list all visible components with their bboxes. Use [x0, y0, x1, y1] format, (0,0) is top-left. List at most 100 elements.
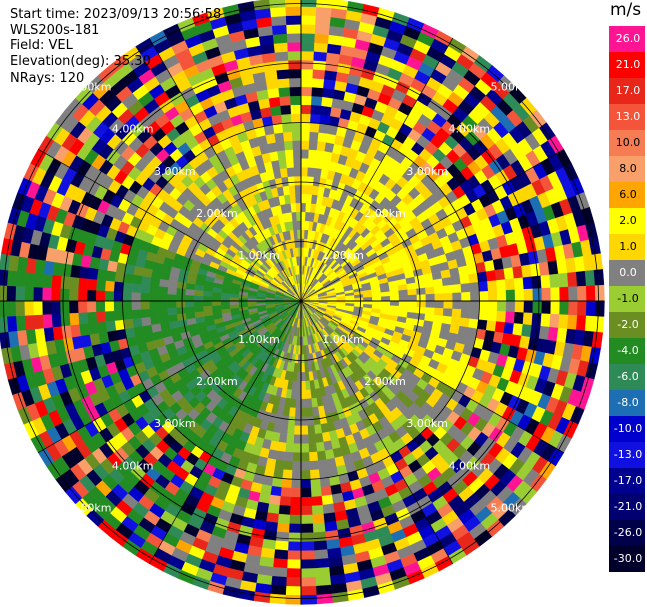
colorbar-tick-label: 8.0 — [619, 162, 637, 175]
radar-gate — [469, 282, 480, 293]
radar-gate — [300, 220, 306, 230]
radar-gate — [220, 300, 230, 306]
range-ring-label: 5.00km — [491, 501, 533, 514]
radar-gate — [184, 306, 195, 314]
radar-gate — [96, 321, 108, 334]
radar-gate — [459, 274, 470, 285]
radar-gate — [496, 290, 507, 302]
radar-gate — [434, 300, 445, 309]
radar-gate — [313, 424, 323, 435]
radar-gate — [202, 300, 213, 307]
radar-gate — [42, 313, 53, 329]
radar-gate — [202, 295, 213, 302]
radar-gate — [286, 24, 302, 34]
radar-gate — [315, 15, 332, 27]
range-ring-label: 1.00km — [238, 333, 280, 346]
radar-gate — [531, 275, 542, 290]
radar-gate — [285, 577, 302, 587]
radar-gate — [285, 6, 302, 17]
radar-gate — [372, 300, 382, 306]
radar-gate — [280, 104, 292, 115]
radar-gate — [122, 309, 133, 320]
radar-gate — [279, 95, 291, 106]
radar-gate — [15, 270, 27, 287]
radar-gate — [371, 292, 382, 298]
radar-gate — [321, 494, 334, 506]
radar-gate — [451, 308, 462, 319]
colorbar-tick-label: -1.0 — [617, 292, 639, 305]
radar-gate — [290, 202, 297, 213]
radar-gate — [282, 122, 293, 133]
radar-gate — [184, 294, 195, 302]
colorbar-tick-label: 0.0 — [619, 266, 637, 279]
colorbar-tick-label: 13.0 — [615, 110, 641, 123]
radar-gate — [324, 69, 338, 81]
radar-gate — [288, 59, 302, 70]
radar-gate — [496, 311, 507, 323]
radar-gate — [287, 416, 296, 427]
radar-gate — [300, 398, 307, 409]
radar-gate — [273, 549, 289, 560]
radar-gate — [296, 211, 302, 222]
radar-gate — [389, 290, 400, 297]
radar-gate — [549, 313, 560, 329]
radar-gate — [550, 287, 561, 302]
radar-gate — [523, 300, 534, 314]
radar-gate — [211, 300, 222, 306]
radar-gate — [591, 253, 604, 271]
radar-gate — [149, 300, 159, 310]
radar-gate — [300, 496, 312, 507]
radar-gate — [300, 157, 309, 168]
radar-gate — [271, 477, 283, 488]
radar-gate — [50, 287, 61, 302]
radar-gate — [313, 51, 328, 62]
radar-gate — [593, 316, 605, 333]
radar-gate — [306, 407, 314, 418]
radar-gate — [253, 591, 271, 604]
radar-gate — [300, 523, 314, 534]
colorbar-tick-label: 21.0 — [615, 58, 641, 71]
radar-gate — [289, 505, 302, 516]
radar-gate — [274, 459, 285, 470]
radar-gate — [6, 315, 18, 333]
radar-gate — [461, 291, 471, 302]
radar-gate — [300, 68, 314, 79]
radar-gate — [122, 300, 132, 311]
radar-gate — [389, 300, 400, 307]
radar-gate — [287, 550, 302, 561]
radar-gate — [325, 457, 337, 469]
colorbar-tick-label: 10.0 — [615, 136, 641, 149]
radar-gate — [407, 294, 418, 302]
radar-gate — [296, 380, 302, 391]
radar-gate — [324, 521, 338, 533]
radar-gate — [300, 131, 311, 141]
radar-gate — [264, 69, 278, 81]
radar-gate — [51, 274, 62, 289]
radar-gate — [275, 140, 286, 152]
radar-gate — [479, 300, 489, 312]
radar-gate — [319, 477, 331, 488]
radar-gate — [289, 514, 302, 525]
radar-gate — [69, 276, 80, 290]
radar-gate — [425, 300, 436, 309]
radar-gate — [407, 288, 418, 296]
radar-gate — [318, 123, 330, 134]
radar-gate — [300, 95, 312, 106]
radar-gate — [450, 316, 462, 327]
radar-gate — [277, 513, 291, 525]
radar-gate — [323, 512, 337, 524]
radar-gate — [140, 292, 150, 302]
radar-gate — [310, 104, 322, 115]
radar-gate — [77, 311, 89, 325]
radar-gate — [269, 584, 287, 596]
radar-gate — [300, 470, 311, 480]
radar-gate — [322, 503, 335, 515]
radar-gate — [271, 114, 283, 125]
radar-gate — [416, 306, 427, 315]
radar-gate — [50, 300, 61, 315]
radar-gate — [514, 289, 525, 302]
radar-gate — [300, 487, 312, 498]
radar-gate — [294, 175, 302, 186]
radar-gate — [315, 575, 332, 587]
radar-gate — [309, 122, 320, 133]
